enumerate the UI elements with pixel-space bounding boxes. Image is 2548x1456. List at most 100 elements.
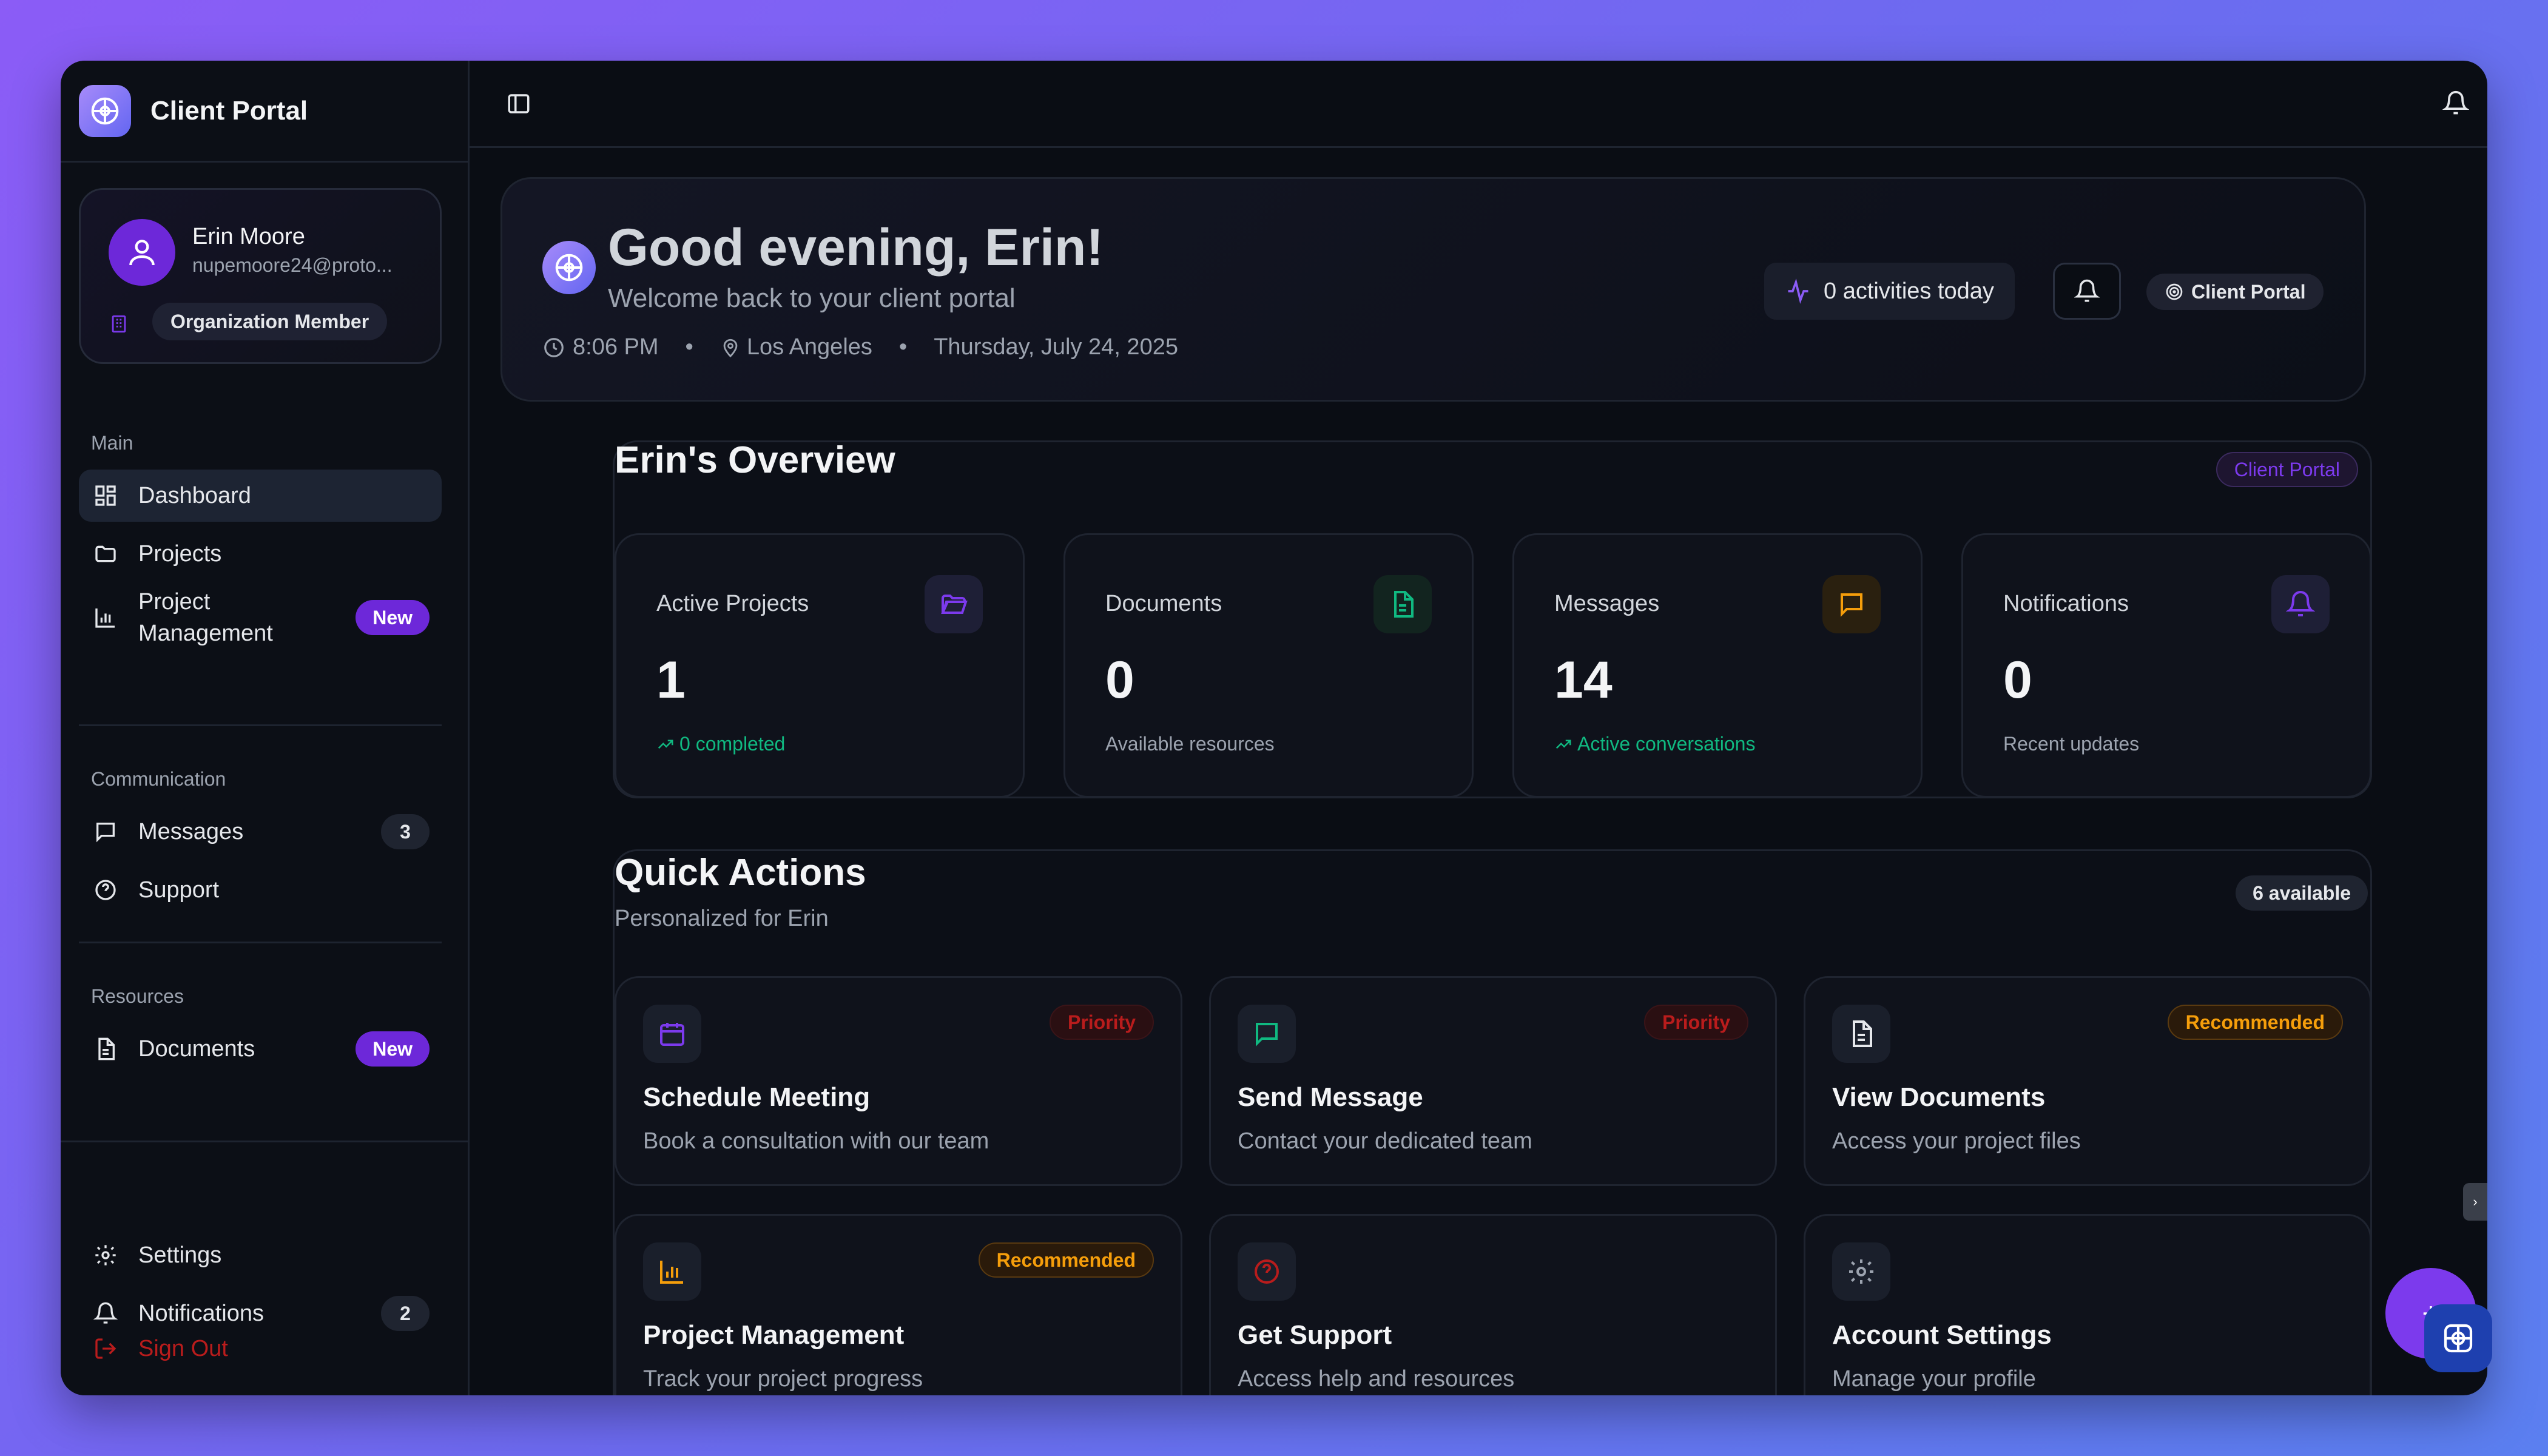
sidebar-item-label: Documents [138, 1036, 255, 1062]
notifications-button[interactable] [2053, 263, 2121, 320]
stat-foot: 0 completed [656, 733, 785, 755]
quick-action-view-documents[interactable]: Recommended View Documents Access your p… [1804, 976, 2371, 1186]
sidebar-toggle-icon[interactable] [506, 91, 531, 120]
quick-actions-subtitle: Personalized for Erin [615, 906, 829, 931]
assistant-icon [2441, 1321, 2475, 1355]
file-text-icon [1373, 575, 1432, 633]
priority-tag: Priority [1049, 1005, 1154, 1040]
quick-action-send-message[interactable]: Priority Send Message Contact your dedic… [1209, 976, 1777, 1186]
building-icon [109, 314, 129, 337]
sidebar-item-messages[interactable]: Messages 3 [79, 806, 442, 858]
sidebar-item-project-management[interactable]: Project Management New [79, 586, 442, 649]
meta-separator: • [685, 334, 693, 360]
help-circle-icon [1238, 1242, 1296, 1301]
top-bar [470, 61, 2487, 148]
sidebar-item-label: Messages [138, 818, 244, 844]
quick-action-desc: Access your project files [1832, 1128, 2081, 1154]
quick-action-title: Account Settings [1832, 1320, 2052, 1350]
stat-label: Messages [1554, 591, 1660, 616]
quick-action-title: View Documents [1832, 1082, 2046, 1112]
quick-action-title: Send Message [1238, 1082, 1423, 1112]
log-out-icon [92, 1335, 119, 1362]
quick-action-title: Get Support [1238, 1320, 1392, 1350]
activity-chip[interactable]: 0 activities today [1764, 263, 2015, 320]
stat-card-active-projects[interactable]: Active Projects 1 0 completed [615, 533, 1025, 798]
stat-foot-text: Available resources [1105, 733, 1275, 755]
stat-card-messages[interactable]: Messages 14 Active conversations [1512, 533, 1923, 798]
sidebar: Client Portal Erin Moore nupemoore24@pro… [61, 61, 470, 1395]
sidebar-divider [79, 942, 442, 943]
sidebar-item-documents[interactable]: Documents New [79, 1023, 442, 1075]
assistant-launcher[interactable] [2424, 1304, 2492, 1372]
sidebar-item-label: Project Management [138, 589, 273, 646]
quick-action-account-settings[interactable]: Account Settings Manage your profile [1804, 1214, 2371, 1395]
sidebar-item-projects[interactable]: Projects [79, 528, 442, 580]
trending-up-icon [1554, 735, 1572, 753]
portal-chip: Client Portal [2146, 274, 2324, 310]
stat-value: 0 [2003, 651, 2032, 709]
folder-open-icon [925, 575, 983, 633]
stat-card-notifications[interactable]: Notifications 0 Recent updates [1961, 533, 2371, 798]
target-icon [2165, 282, 2184, 302]
stat-label: Notifications [2003, 591, 2129, 616]
quick-action-desc: Book a consultation with our team [643, 1128, 989, 1154]
stat-value: 1 [656, 651, 686, 709]
meta-separator: • [898, 334, 908, 360]
notifications-count-badge: 2 [381, 1296, 430, 1331]
file-text-icon [92, 1036, 119, 1062]
portal-chip-label: Client Portal [2191, 280, 2306, 303]
bell-icon [2074, 278, 2100, 304]
sidebar-item-dashboard[interactable]: Dashboard [79, 470, 442, 522]
stat-label: Documents [1105, 591, 1222, 616]
sidebar-item-notifications[interactable]: Notifications 2 [79, 1287, 442, 1340]
greeting-title: Good evening, Erin! [608, 218, 1104, 277]
sidebar-item-support[interactable]: Support [79, 864, 442, 916]
section-label-resources: Resources [91, 985, 184, 1007]
app-logo-icon[interactable] [79, 84, 131, 137]
sidebar-item-label: Support [138, 877, 220, 903]
portal-logo-icon [542, 241, 596, 294]
quick-action-project-management[interactable]: Recommended Project Management Track you… [615, 1214, 1182, 1395]
stat-foot: Active conversations [1554, 733, 1755, 755]
new-badge: New [356, 600, 430, 635]
bar-chart-icon [92, 604, 119, 631]
section-label-main: Main [91, 432, 133, 454]
priority-tag: Priority [1643, 1005, 1748, 1040]
current-location: Los Angeles [746, 334, 872, 360]
bell-icon[interactable] [2442, 90, 2470, 120]
sidebar-item-label: Projects [138, 541, 222, 567]
gear-icon [92, 1242, 119, 1269]
clock-icon [542, 336, 565, 359]
greeting-subtitle: Welcome back to your client portal [608, 283, 1016, 313]
sidebar-item-settings[interactable]: Settings [79, 1229, 442, 1281]
stat-foot-text: Recent updates [2003, 733, 2140, 755]
sidebar-item-label: Dashboard [138, 482, 251, 508]
side-drawer-tab[interactable]: › [2463, 1183, 2487, 1221]
profile-name: Erin Moore [192, 224, 305, 249]
quick-action-desc: Contact your dedicated team [1238, 1128, 1532, 1154]
map-pin-icon [720, 337, 741, 358]
trending-up-icon [656, 735, 675, 753]
folder-icon [92, 541, 119, 567]
quick-action-schedule-meeting[interactable]: Priority Schedule Meeting Book a consult… [615, 976, 1182, 1186]
quick-action-desc: Access help and resources [1238, 1366, 1515, 1392]
bell-icon [92, 1300, 119, 1327]
profile-card[interactable]: Erin Moore nupemoore24@proto... Organiza… [79, 188, 442, 364]
app-title: Client Portal [150, 95, 308, 126]
profile-email: nupemoore24@proto... [192, 254, 393, 276]
quick-action-get-support[interactable]: Get Support Access help and resources [1209, 1214, 1777, 1395]
stat-card-documents[interactable]: Documents 0 Available resources [1063, 533, 1474, 798]
quick-action-title: Schedule Meeting [643, 1082, 871, 1112]
stat-label: Active Projects [656, 591, 809, 616]
current-date: Thursday, July 24, 2025 [934, 334, 1178, 360]
greeting-card: Good evening, Erin! Welcome back to your… [500, 177, 2366, 402]
sign-out-button[interactable]: Sign Out [79, 1323, 442, 1375]
sidebar-header: Client Portal [61, 61, 468, 163]
file-text-icon [1832, 1005, 1890, 1063]
bell-icon [2271, 575, 2330, 633]
quick-actions-section: Quick Actions Personalized for Erin 6 av… [613, 849, 2372, 1395]
stat-foot-text: Active conversations [1577, 733, 1756, 755]
sidebar-item-label: Notifications [138, 1300, 264, 1326]
sidebar-item-label: Settings [138, 1242, 222, 1268]
calendar-icon [643, 1005, 701, 1063]
